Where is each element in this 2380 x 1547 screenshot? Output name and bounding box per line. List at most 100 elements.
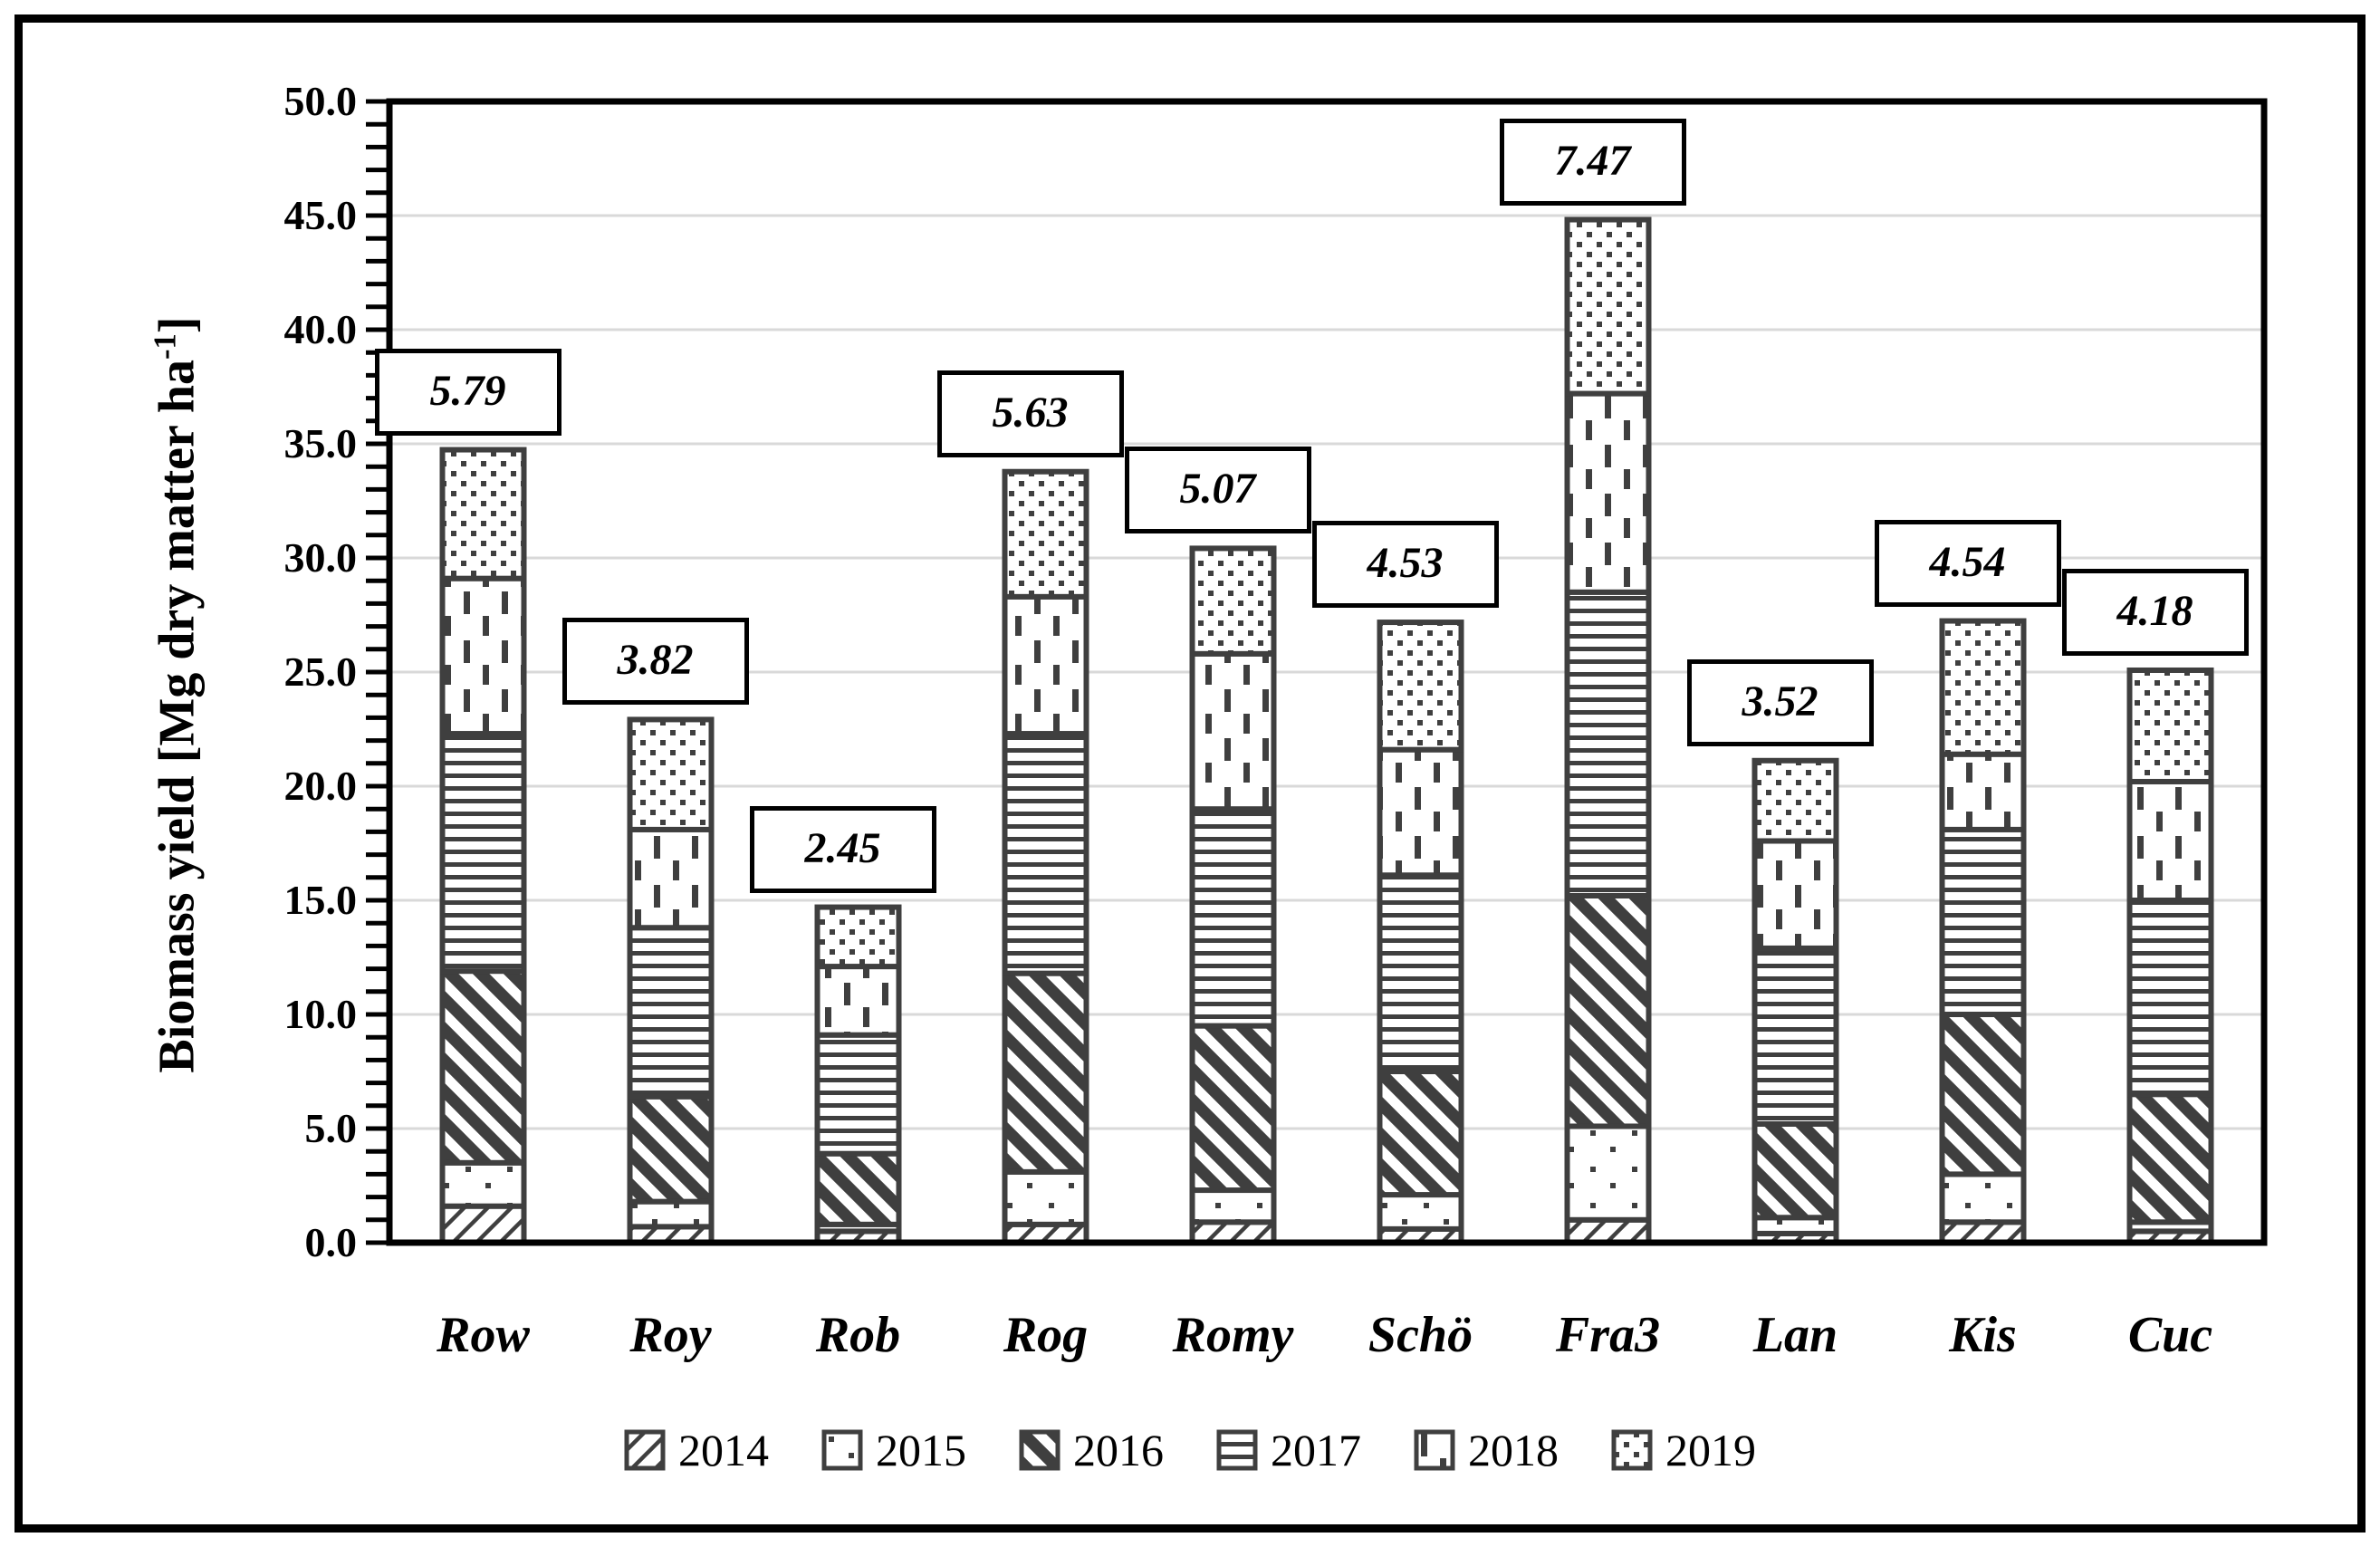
legend-label-2017: 2017 bbox=[1271, 1425, 1361, 1475]
x-category-label-Schö: Schö bbox=[1368, 1307, 1473, 1363]
y-tick-label: 10.0 bbox=[283, 991, 358, 1037]
bar-segment-Schö-2018 bbox=[1377, 746, 1464, 879]
bar-segment-Roy-2018 bbox=[627, 826, 715, 931]
bar-segment-Cuc-2018 bbox=[2126, 778, 2214, 904]
bar-segment-Roy-2019 bbox=[627, 716, 715, 832]
bar-segment-Row-2014 bbox=[439, 1203, 527, 1246]
bar-Rog bbox=[1002, 468, 1089, 1245]
bar-segment-Romy-2016 bbox=[1189, 1023, 1277, 1194]
value-label-box-Rog: 5.63 bbox=[936, 370, 1124, 457]
bar-segment-Romy-2018 bbox=[1189, 650, 1277, 812]
bar-Fra3 bbox=[1564, 216, 1652, 1246]
bar-segment-Rog-2017 bbox=[1002, 731, 1089, 976]
value-label-box-Roy: 3.82 bbox=[561, 618, 749, 706]
bar-Kis bbox=[1939, 618, 2027, 1245]
y-axis-tick-layer bbox=[366, 99, 389, 1245]
bar-segment-Rob-2016 bbox=[814, 1150, 902, 1227]
x-category-label-Rog: Rog bbox=[1003, 1307, 1089, 1363]
bar-segment-Rog-2018 bbox=[1002, 593, 1089, 737]
y-tick-label: 15.0 bbox=[283, 877, 358, 923]
bar-Schö bbox=[1377, 620, 1464, 1246]
bar-Cuc bbox=[2126, 667, 2214, 1246]
y-tick-label: 40.0 bbox=[283, 306, 358, 352]
bar-segment-Rob-2017 bbox=[814, 1032, 902, 1157]
legend-label-2018: 2018 bbox=[1468, 1425, 1559, 1475]
bar-segment-Lan-2016 bbox=[1751, 1120, 1839, 1221]
bar-segment-Roy-2016 bbox=[627, 1093, 715, 1205]
bar-segment-Fra3-2015 bbox=[1564, 1123, 1652, 1223]
bar-segment-Cuc-2016 bbox=[2126, 1091, 2214, 1225]
bar-segment-Kis-2017 bbox=[1939, 826, 2027, 1017]
legend: 2014 2015 2016 2017 2018 2019 bbox=[0, 1418, 2380, 1482]
x-category-label-Roy: Roy bbox=[629, 1307, 712, 1363]
bar-Roy bbox=[627, 716, 715, 1245]
plot-border-layer bbox=[386, 98, 2268, 1246]
y-tick-label: 25.0 bbox=[283, 649, 358, 695]
y-tick-label: 30.0 bbox=[283, 534, 358, 581]
bar-segment-Kis-2015 bbox=[1939, 1171, 2027, 1225]
legend-label-2016: 2016 bbox=[1073, 1425, 1164, 1475]
legend-swatch-bold-diagonal-stripes-icon bbox=[1019, 1429, 1060, 1471]
legend-item-2014: 2014 bbox=[624, 1427, 769, 1474]
x-category-label-Row: Row bbox=[437, 1307, 530, 1363]
legend-swatch-horizontal-lines-icon bbox=[1216, 1429, 1258, 1471]
bar-segment-Lan-2018 bbox=[1751, 838, 1839, 951]
legend-swatch-vertical-dashes-icon bbox=[1414, 1429, 1455, 1471]
bar-segment-Schö-2016 bbox=[1377, 1069, 1464, 1198]
bar-segment-Row-2015 bbox=[439, 1159, 527, 1209]
bar-segment-Fra3-2018 bbox=[1564, 390, 1652, 595]
x-category-label-Rob: Rob bbox=[815, 1307, 901, 1363]
bar-Lan bbox=[1751, 757, 1839, 1246]
x-category-label-Fra3: Fra3 bbox=[1555, 1307, 1661, 1363]
legend-item-2018: 2018 bbox=[1414, 1427, 1559, 1474]
bar-segment-Schö-2019 bbox=[1377, 620, 1464, 753]
y-tick-label: 45.0 bbox=[283, 192, 358, 238]
value-label-box-Schö: 4.53 bbox=[1311, 521, 1499, 609]
bars-layer bbox=[439, 216, 2214, 1246]
bar-segment-Romy-2015 bbox=[1189, 1187, 1277, 1225]
y-tick-label: 50.0 bbox=[283, 78, 358, 124]
value-label-box-Kis: 4.54 bbox=[1874, 519, 2061, 607]
bar-segment-Kis-2016 bbox=[1939, 1012, 2027, 1177]
bar-segment-Schö-2017 bbox=[1377, 872, 1464, 1075]
x-category-label-Cuc: Cuc bbox=[2127, 1307, 2213, 1363]
bar-segment-Fra3-2014 bbox=[1564, 1216, 1652, 1246]
legend-swatch-sparse-dots-icon bbox=[821, 1429, 863, 1471]
bar-segment-Row-2018 bbox=[439, 575, 527, 737]
bar-Row bbox=[439, 447, 527, 1246]
bar-segment-Romy-2019 bbox=[1189, 545, 1277, 657]
bar-segment-Fra3-2017 bbox=[1564, 589, 1652, 898]
bar-segment-Rob-2019 bbox=[814, 904, 902, 970]
y-tick-label: 35.0 bbox=[283, 420, 358, 466]
bar-segment-Schö-2015 bbox=[1377, 1192, 1464, 1232]
bar-segment-Kis-2019 bbox=[1939, 618, 2027, 757]
bar-segment-Lan-2017 bbox=[1751, 945, 1839, 1127]
value-label-box-Rob: 2.45 bbox=[749, 805, 936, 893]
value-label-box-Fra3: 7.47 bbox=[1499, 118, 1686, 206]
value-label-box-Romy: 5.07 bbox=[1124, 447, 1311, 534]
legend-label-2019: 2019 bbox=[1665, 1425, 1756, 1475]
bar-segment-Rog-2016 bbox=[1002, 970, 1089, 1175]
legend-swatch-dense-dots-icon bbox=[1611, 1429, 1653, 1471]
legend-swatch-light-diagonal-hatch-icon bbox=[624, 1429, 666, 1471]
value-label-box-Row: 5.79 bbox=[374, 348, 561, 436]
y-tick-label: 5.0 bbox=[304, 1105, 358, 1151]
bar-Romy bbox=[1189, 545, 1277, 1245]
bar-segment-Rob-2018 bbox=[814, 964, 902, 1038]
bar-segment-Row-2016 bbox=[439, 968, 527, 1166]
bar-segment-Fra3-2016 bbox=[1564, 892, 1652, 1129]
legend-item-2019: 2019 bbox=[1611, 1427, 1756, 1474]
legend-label-2014: 2014 bbox=[678, 1425, 769, 1475]
bar-segment-Roy-2017 bbox=[627, 925, 715, 1100]
plot-border bbox=[386, 98, 2268, 1246]
x-category-label-Kis: Kis bbox=[1949, 1307, 2017, 1363]
bar-segment-Row-2019 bbox=[439, 447, 527, 581]
bar-segment-Romy-2017 bbox=[1189, 806, 1277, 1029]
bar-segment-Cuc-2017 bbox=[2126, 898, 2214, 1098]
bar-segment-Rog-2019 bbox=[1002, 468, 1089, 600]
legend-item-2015: 2015 bbox=[821, 1427, 966, 1474]
bar-segment-Row-2017 bbox=[439, 731, 527, 975]
bar-segment-Kis-2018 bbox=[1939, 751, 2027, 832]
x-category-label-Romy: Romy bbox=[1172, 1307, 1294, 1363]
